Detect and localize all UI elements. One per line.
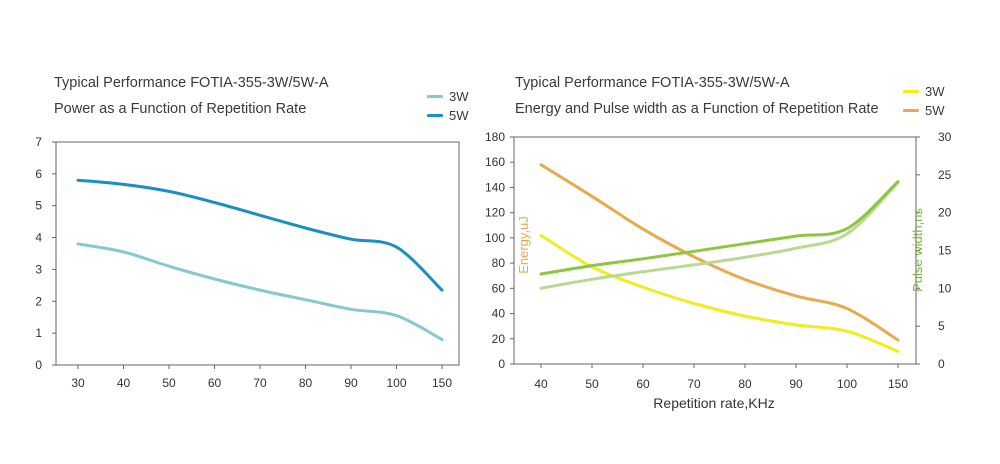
chart2-plot: 0 20 40 60 80 100 120 140 160 180 0 5 10 15 20 25 30 40 50… <box>485 130 952 411</box>
x-tick-label: 150 <box>888 377 908 391</box>
y-left-tick-label: 20 <box>492 332 506 346</box>
y-left-tick-label: 160 <box>485 155 505 169</box>
x-axis-title: Repetition rate,KHz <box>653 395 774 411</box>
y-right-tick-label: 10 <box>938 281 952 295</box>
series-line-3 <box>539 180 900 276</box>
chart1-legend: 3W 5W <box>427 87 469 125</box>
chart1-plot: 0 1 2 3 4 5 6 7 30 40 50 60 70 80 90 100 150 <box>35 135 460 390</box>
y-right-tick-label: 30 <box>938 130 952 144</box>
chart1-plot-frame <box>55 141 460 366</box>
series-line-5w <box>76 178 444 292</box>
y-left-tick-label: 0 <box>498 357 505 371</box>
x-tick-label: 90 <box>344 376 358 390</box>
chart1-subtitle: Power as a Function of Repetition Rate <box>54 101 307 117</box>
y-left-tick-label: 100 <box>485 231 505 245</box>
y-tick-label: 0 <box>35 358 42 372</box>
y-tick-label: 3 <box>35 262 42 276</box>
legend-label: 5W <box>925 103 945 118</box>
y-left-tick-label: 60 <box>492 281 506 295</box>
y-right-axis-title: Pulse width,ns <box>910 208 925 292</box>
x-tick-label: 80 <box>299 376 313 390</box>
y-left-axis-title: Energy,uJ <box>516 216 531 274</box>
x-tick-label: 70 <box>253 376 267 390</box>
x-tick-label: 40 <box>117 376 131 390</box>
y-right-tick-label: 0 <box>938 357 945 371</box>
y-left-tick-label: 140 <box>485 180 505 194</box>
x-tick-label: 50 <box>585 377 599 391</box>
chart2-legend-item-3w: 3W <box>903 82 945 101</box>
y-right-tick-label: 25 <box>938 168 952 182</box>
chart2-legend: 3W 5W <box>903 82 945 120</box>
series-line-3w <box>76 242 444 341</box>
x-tick-label: 80 <box>738 377 752 391</box>
y-left-tick-label: 180 <box>485 130 505 144</box>
y-left-tick-label: 80 <box>492 256 506 270</box>
series-line-1 <box>539 163 900 342</box>
y-right-tick-label: 15 <box>938 244 952 258</box>
series-line-2 <box>539 180 900 290</box>
y-tick-label: 7 <box>35 135 42 149</box>
chart2-title: Typical Performance FOTIA-355-3W/5W-A <box>515 75 790 91</box>
y-tick-label: 1 <box>35 326 42 340</box>
y-left-tick-label: 40 <box>492 307 506 321</box>
x-tick-label: 60 <box>636 377 650 391</box>
chart2-legend-item-5w: 5W <box>903 101 945 120</box>
y-tick-label: 5 <box>35 199 42 213</box>
x-tick-label: 40 <box>534 377 548 391</box>
x-tick-label: 100 <box>386 376 406 390</box>
x-tick-label: 60 <box>208 376 222 390</box>
x-tick-label: 30 <box>71 376 85 390</box>
legend-swatch <box>427 95 443 98</box>
x-tick-label: 100 <box>837 377 857 391</box>
x-tick-label: 50 <box>162 376 176 390</box>
legend-label: 5W <box>449 108 469 123</box>
series-line-0 <box>539 233 900 353</box>
y-tick-label: 2 <box>35 294 42 308</box>
x-tick-label: 90 <box>789 377 803 391</box>
chart1-legend-item-3w: 3W <box>427 87 469 106</box>
legend-swatch <box>903 109 919 112</box>
legend-swatch <box>903 90 919 93</box>
legend-label: 3W <box>925 84 945 99</box>
chart1-title: Typical Performance FOTIA-355-3W/5W-A <box>54 75 329 91</box>
x-tick-label: 150 <box>432 376 452 390</box>
x-tick-label: 70 <box>687 377 701 391</box>
legend-label: 3W <box>449 89 469 104</box>
y-tick-label: 4 <box>35 231 42 245</box>
y-tick-label: 6 <box>35 167 42 181</box>
y-right-tick-label: 20 <box>938 206 952 220</box>
chart2-subtitle: Energy and Pulse width as a Function of … <box>515 101 879 117</box>
y-right-tick-label: 5 <box>938 319 945 333</box>
chart1-legend-item-5w: 5W <box>427 106 469 125</box>
legend-swatch <box>427 114 443 117</box>
chart2-plot-frame <box>513 136 917 365</box>
y-left-tick-label: 120 <box>485 206 505 220</box>
